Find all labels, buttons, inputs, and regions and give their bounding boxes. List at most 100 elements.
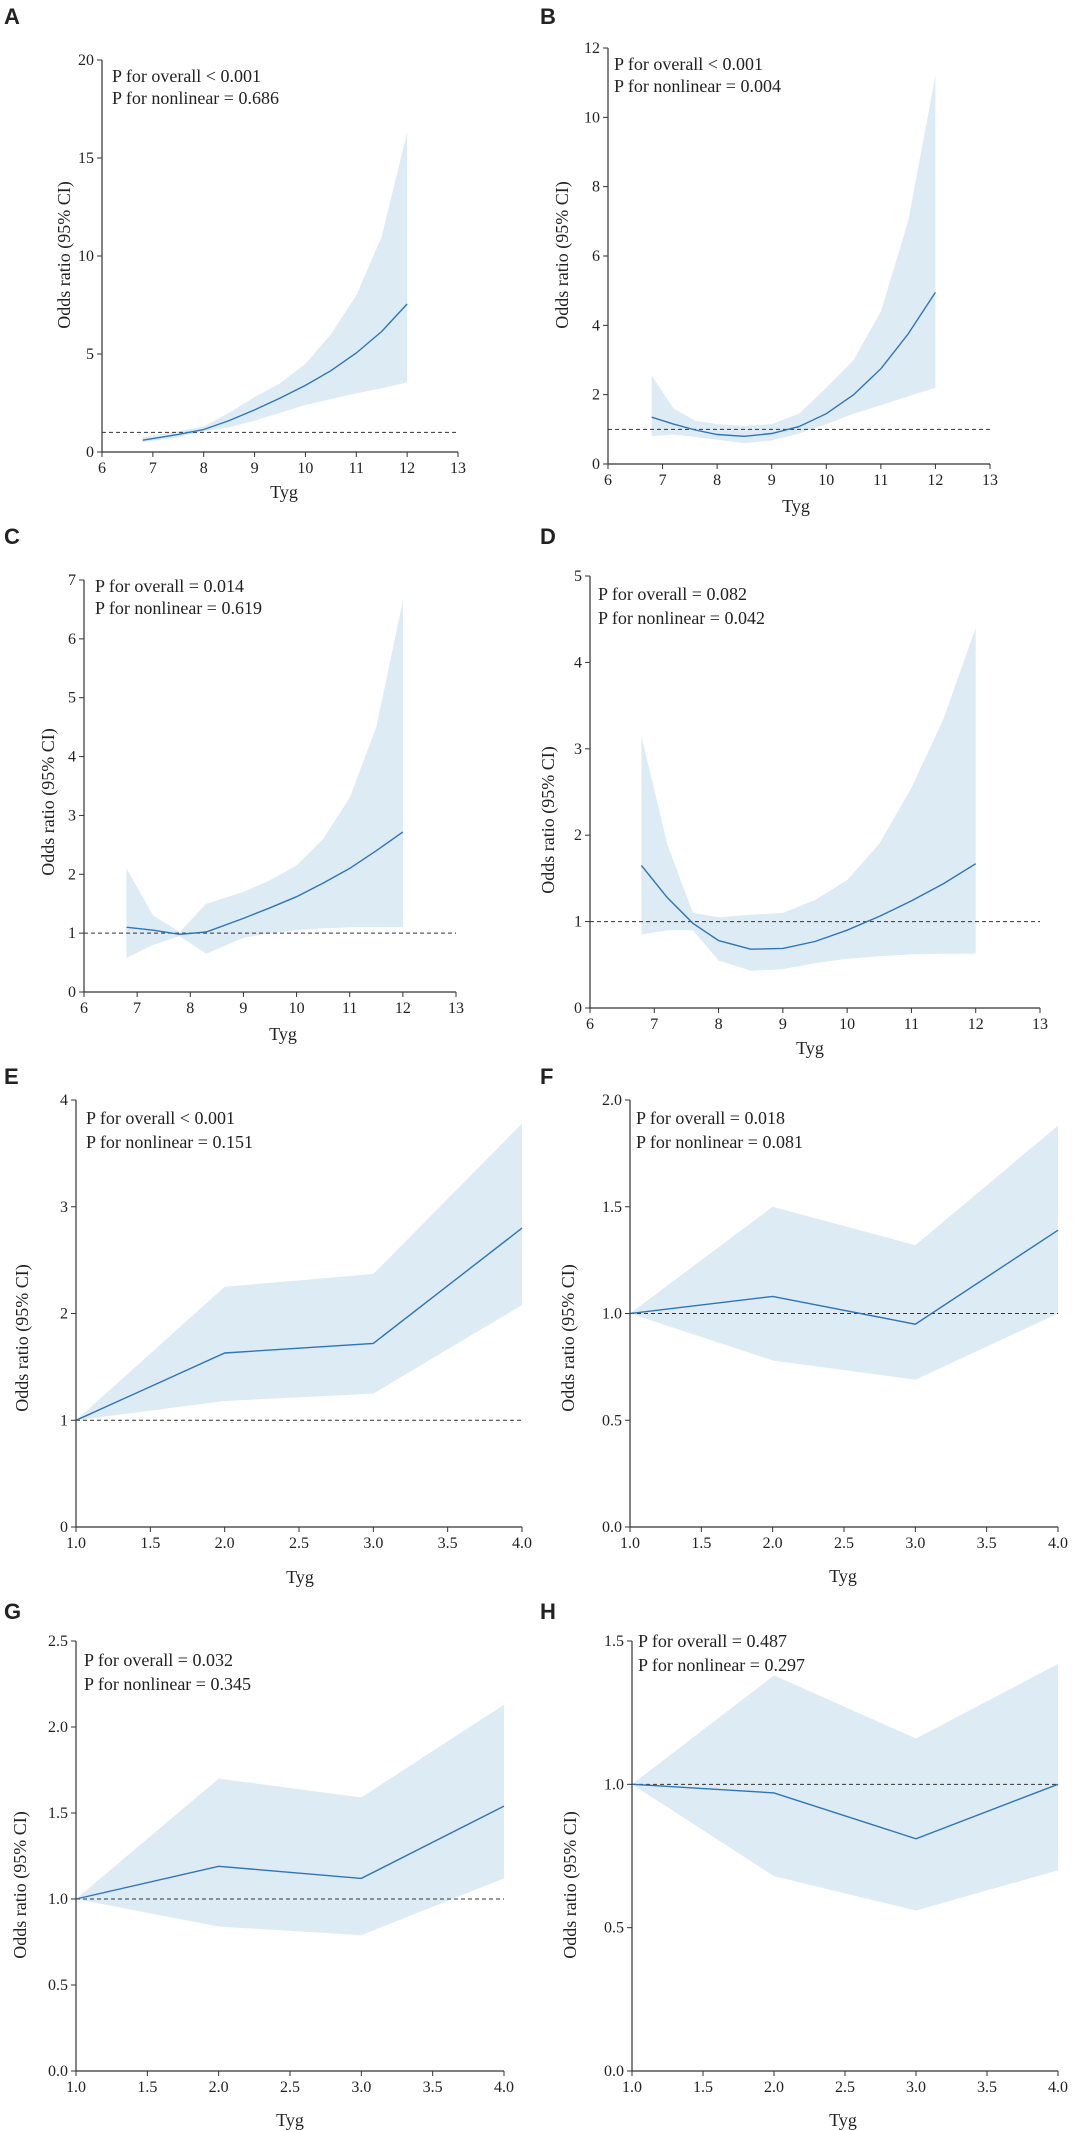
- line-layer: [75, 1805, 505, 1900]
- x-tick-label: 7: [650, 1016, 658, 1033]
- y-tick-label: 2: [60, 1306, 68, 1323]
- x-tick-label: 12: [399, 460, 415, 477]
- x-tick-label: 7: [149, 460, 157, 477]
- y-tick-label: 6: [592, 248, 600, 265]
- x-tick-label: 2.0: [215, 1535, 235, 1552]
- y-tick-label: 0: [574, 1000, 582, 1017]
- annotation-overall: P for overall = 0.487: [638, 1631, 787, 1651]
- x-axis-title: Tyg: [829, 2110, 857, 2130]
- chart-e: E 1.0 1.5 2.0 2.5 3.0 3.5 4.0 0 1 2 3 4 P for over…: [4, 1064, 532, 1587]
- estimate-point: [152, 929, 154, 931]
- chart-f: F 1.0 1.5 2.0 2.5 3.0 3.5 4.0 0.00.51.01.52.0 …: [540, 1064, 1068, 1586]
- x-tick-label: 7: [133, 1000, 141, 1017]
- y-tick-label: 1.5: [604, 1633, 624, 1650]
- confidence-band: [630, 1125, 1058, 1380]
- chart-h: H 1.0 1.5 2.0 2.5 3.0 3.5 4.0 0.0 0.5 1.0 1.5 P f…: [540, 1599, 1068, 2130]
- x-tick-label: 11: [873, 472, 888, 489]
- x-axis-title: Tyg: [269, 1024, 297, 1044]
- estimate-point: [1057, 1229, 1059, 1231]
- y-ticks: 0.0 0.5 1.0 1.5 2.0: [602, 1092, 630, 1536]
- annotation-overall: P for overall < 0.001: [86, 1108, 235, 1128]
- y-tick-label: 0: [592, 456, 600, 473]
- line-layer: [640, 863, 977, 950]
- estimate-point: [650, 416, 652, 418]
- x-tick-label: 2.0: [763, 1535, 783, 1552]
- estimate-point: [1057, 1783, 1059, 1785]
- panel-a: A 6 7 8 9 10 11 12 13 0 5 10 15 20 P for overall < …: [0, 0, 536, 520]
- x-ticks: 6 7 8 9 10 11 12 13: [586, 1008, 1048, 1033]
- estimate-point: [503, 1805, 505, 1807]
- estimate-point: [914, 1323, 916, 1325]
- y-tick-label: 2.0: [602, 1092, 622, 1109]
- estimate-point: [349, 867, 351, 869]
- y-tick-label: 4: [592, 317, 600, 334]
- x-tick-label: 2.0: [764, 2079, 784, 2096]
- x-tick-label: 10: [818, 472, 834, 489]
- estimate-point: [743, 435, 745, 437]
- y-tick-label: 2.0: [48, 1719, 68, 1736]
- x-tick-label: 2.5: [280, 2079, 300, 2096]
- x-tick-label: 3.0: [351, 2079, 371, 2096]
- estimate-point: [975, 863, 977, 865]
- estimate-point: [177, 433, 179, 435]
- y-ticks: 0 1 2 3 4: [60, 1092, 76, 1536]
- estimate-line: [126, 831, 404, 936]
- x-axis-title: Tyg: [796, 1038, 824, 1058]
- x-tick-label: 3.5: [977, 2079, 997, 2096]
- estimate-point: [205, 931, 207, 933]
- panel-label: B: [540, 4, 556, 29]
- panel-f: F 1.0 1.5 2.0 2.5 3.0 3.5 4.0 0.0 0.5 1.0 1.5 2.0 …: [536, 1060, 1073, 1595]
- estimate-line: [629, 1229, 1059, 1325]
- y-axis-title: Odds ratio (95% CI): [560, 1811, 581, 1958]
- x-tick-label: 11: [342, 1000, 357, 1017]
- x-tick-label: 1.0: [620, 1535, 640, 1552]
- estimate-line: [75, 1805, 505, 1900]
- x-tick-label: 1.5: [140, 1535, 160, 1552]
- y-tick-label: 1.5: [602, 1199, 622, 1216]
- x-tick-label: 10: [839, 1016, 855, 1033]
- estimate-point: [269, 907, 271, 909]
- x-tick-label: 4.0: [494, 2079, 514, 2096]
- estimate-point: [878, 915, 880, 917]
- panel-b: B 6 7 8 9 10 11 12 13 0 2 4 6 8 10 12 P for overall <…: [536, 0, 1073, 520]
- estimate-point: [773, 1792, 775, 1794]
- estimate-point: [771, 432, 773, 434]
- y-tick-label: 0.5: [604, 1920, 624, 1937]
- panel-g: G 1.0 1.5 2.0 2.5 3.0 3.5 4.0 0.0 0.5 1.0 1.5 2.0 2…: [0, 1595, 536, 2130]
- x-tick-label: 3.0: [905, 1535, 925, 1552]
- y-tick-label: 4: [60, 1092, 68, 1109]
- estimate-point: [521, 1227, 523, 1229]
- annotation-overall: P for overall < 0.001: [112, 66, 261, 86]
- estimate-point: [915, 1838, 917, 1840]
- estimate-point: [934, 291, 936, 293]
- y-ticks: 0 2 4 6 8 10 12: [584, 40, 608, 473]
- x-tick-label: 2.5: [834, 1535, 854, 1552]
- ci-band-layer: [76, 1704, 504, 1936]
- estimate-line: [640, 863, 977, 950]
- y-tick-label: 2.5: [48, 1633, 68, 1650]
- x-tick-label: 1.5: [693, 2079, 713, 2096]
- x-tick-label: 12: [395, 1000, 411, 1017]
- x-tick-label: 10: [289, 1000, 305, 1017]
- confidence-band: [76, 1704, 504, 1936]
- annotation-nonlinear: P for nonlinear = 0.081: [636, 1132, 803, 1152]
- y-tick-label: 1.5: [48, 1805, 68, 1822]
- estimate-point: [771, 1295, 773, 1297]
- y-tick-label: 2: [592, 387, 600, 404]
- y-tick-label: 0: [60, 1519, 68, 1536]
- panel-label: G: [4, 1599, 21, 1624]
- ci-band-layer: [76, 1123, 522, 1421]
- x-tick-label: 2.5: [835, 2079, 855, 2096]
- line-layer: [126, 831, 404, 936]
- estimate-point: [355, 352, 357, 354]
- annotation-overall: P for overall = 0.032: [84, 1650, 233, 1670]
- panel-label: A: [4, 4, 20, 29]
- estimate-point: [907, 333, 909, 335]
- line-layer: [75, 1227, 523, 1421]
- estimate-point: [381, 330, 383, 332]
- y-tick-label: 5: [68, 690, 76, 707]
- x-tick-label: 3.5: [438, 1535, 458, 1552]
- x-tick-label: 3.5: [423, 2079, 443, 2096]
- estimate-point: [666, 896, 668, 898]
